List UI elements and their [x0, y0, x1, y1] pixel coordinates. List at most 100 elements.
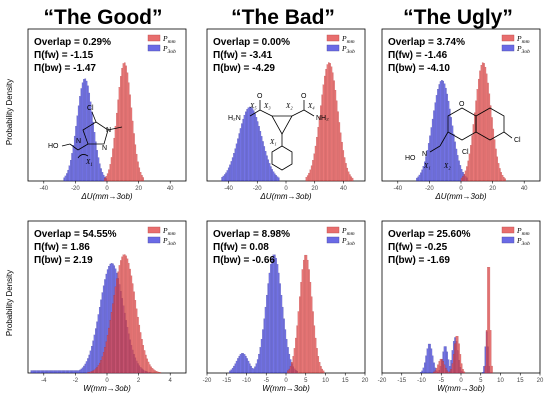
histogram-bar: [300, 281, 302, 374]
histogram-bar: [125, 65, 127, 182]
histogram-bar: [67, 169, 69, 182]
histogram-bar: [345, 163, 347, 182]
histogram-bar: [452, 133, 455, 182]
x-axis-label: ΔU(mm→3ob): [259, 192, 311, 201]
histogram-bar: [75, 125, 77, 182]
series-P_mm: [305, 62, 354, 182]
histogram-bar: [476, 89, 479, 182]
histogram-bar: [491, 117, 493, 182]
histogram-bar: [256, 359, 259, 374]
histogram-bar: [102, 352, 105, 374]
legend-label-mm: Pmm: [341, 34, 355, 45]
molecule-ugly-label-o: O: [459, 101, 465, 108]
histogram-bar: [231, 367, 234, 374]
molecule-bad-label-o2: O: [301, 93, 307, 100]
histogram-bar: [442, 361, 445, 374]
histogram-bar: [30, 370, 33, 374]
histogram-bar: [433, 110, 435, 182]
histogram-bar: [474, 112, 476, 182]
molecule-ugly-label-ho: HO: [405, 155, 416, 162]
legend-label-mm: Pmm: [516, 226, 530, 237]
histogram-bar: [147, 361, 150, 374]
histogram-bar: [462, 369, 464, 374]
histogram-bar: [87, 358, 89, 374]
column-title-good: “The Good”: [44, 6, 163, 29]
histogram-bar: [266, 294, 268, 374]
stat-line: Π(fw) = -1.46: [388, 50, 448, 61]
x-tick-label: 0: [105, 378, 109, 384]
x-tick-label: 20: [489, 186, 496, 192]
histogram-bar: [56, 370, 59, 374]
histogram-bar: [34, 370, 37, 374]
histogram-bar: [135, 153, 138, 182]
histogram-bar: [475, 100, 477, 182]
histogram-bar: [438, 361, 441, 374]
histogram-bar: [350, 176, 352, 182]
histogram-bar: [97, 314, 100, 374]
x-tick-label: 40: [340, 186, 347, 192]
histogram-bar: [272, 254, 275, 374]
histogram-bar: [237, 358, 239, 374]
histogram-bar: [489, 105, 492, 182]
stat-line: Overlap = 8.98%: [213, 229, 290, 240]
histogram-bar: [91, 371, 93, 374]
histogram-bar: [443, 364, 446, 374]
histogram-bar: [316, 348, 318, 374]
histogram-bar: [449, 371, 451, 374]
molecule-good-label-n2: N: [102, 145, 107, 152]
histogram-bar: [145, 354, 147, 374]
histogram-bar: [333, 80, 335, 182]
legend-label-3ob: P3ob: [516, 236, 530, 247]
histogram-bar: [133, 133, 135, 182]
histogram-bar: [275, 175, 277, 182]
histogram-bar: [252, 110, 255, 182]
histogram-bar: [96, 150, 98, 182]
histogram-bar: [480, 65, 483, 182]
histogram-bar: [233, 153, 235, 182]
histogram-bar: [133, 291, 135, 374]
legend-label-3ob: P3ob: [341, 236, 355, 247]
histogram-bar: [230, 369, 233, 374]
histogram-bar: [113, 294, 116, 374]
histogram-bar: [239, 128, 242, 182]
histogram-bar: [121, 256, 123, 374]
column-title-bad: “The Bad”: [231, 6, 335, 29]
histogram-bar: [459, 354, 462, 374]
legend-swatch-mm: [501, 226, 515, 234]
ylabel-bottom: Probability Density: [5, 270, 14, 336]
histogram-bar: [445, 367, 447, 374]
histogram-bar: [149, 364, 151, 374]
histogram-bar: [106, 173, 109, 182]
molecule-bad-label-nh2: NH₂: [316, 115, 329, 122]
legend-swatch-3ob: [326, 44, 340, 52]
histogram-bar: [271, 169, 273, 182]
histogram-bar: [152, 369, 155, 374]
histogram-bar: [245, 355, 247, 374]
histogram-bar: [237, 138, 239, 182]
histogram-bar: [233, 365, 235, 374]
series-P_3ob: [229, 254, 298, 374]
histogram-bar: [55, 370, 58, 374]
histogram-bar: [243, 354, 246, 374]
series-P_mm: [460, 62, 506, 182]
x-tick-label: -15: [397, 378, 406, 384]
histogram-bar: [93, 334, 96, 374]
histogram-bar: [493, 139, 496, 182]
histogram-bar: [470, 145, 472, 182]
histogram-bar: [287, 347, 289, 374]
histogram-bar: [466, 166, 468, 182]
histogram-bar: [158, 371, 160, 374]
histogram-bar: [235, 360, 238, 374]
x-tick-label: -4: [41, 378, 47, 384]
molecule-good: [61, 111, 123, 159]
stat-line: Overlap = 54.55%: [34, 229, 117, 240]
histogram-bar: [100, 359, 102, 374]
histogram-bar: [100, 168, 102, 182]
histogram-bar: [102, 174, 105, 182]
histogram-bar: [485, 330, 488, 374]
histogram-bar: [134, 144, 137, 182]
histogram-bar: [420, 172, 422, 182]
histogram-bar: [60, 370, 63, 374]
legend-swatch-mm: [501, 34, 515, 42]
histogram-bar: [120, 76, 122, 182]
